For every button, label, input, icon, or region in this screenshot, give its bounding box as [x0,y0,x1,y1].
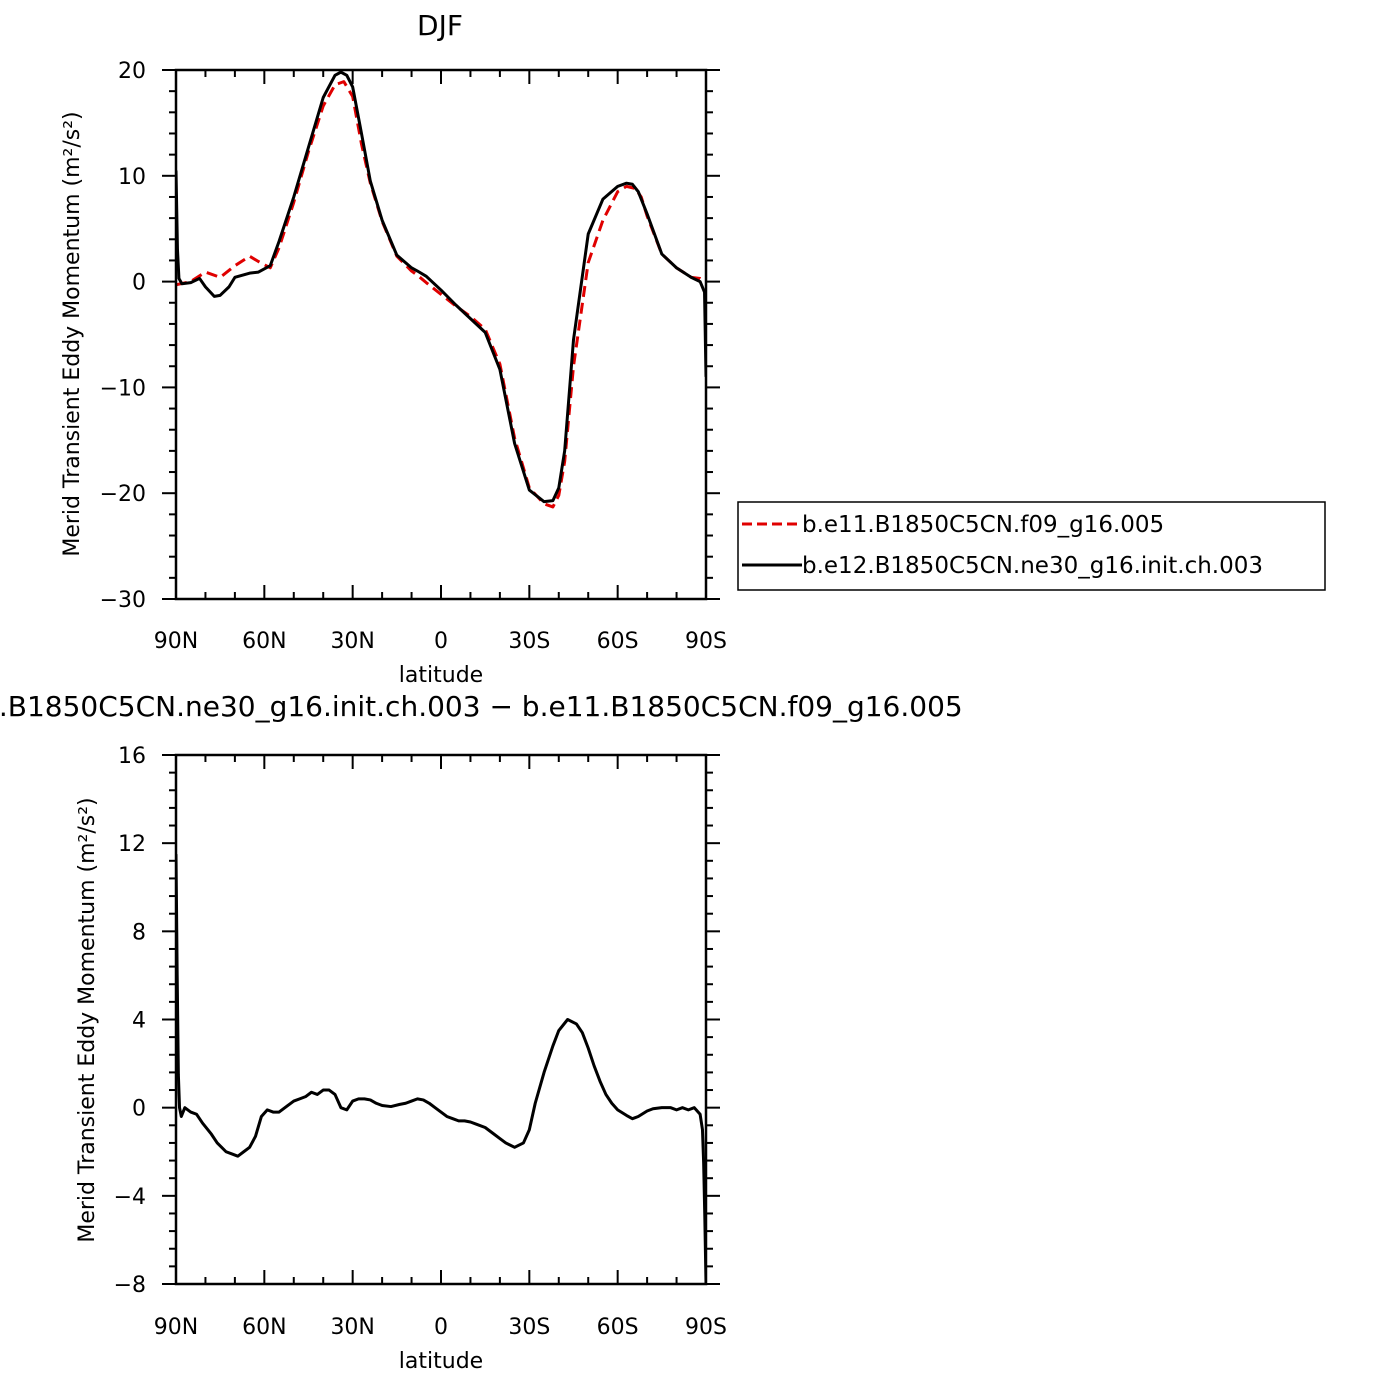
bottom-panel-xlabel: latitude [399,1349,483,1374]
y-tick-label: 10 [118,165,146,190]
x-tick-label: 90N [154,1315,198,1340]
x-tick-label: 30N [330,629,374,654]
x-tick-label: 0 [434,1315,448,1340]
y-tick-label: 0 [132,271,146,296]
x-tick-label: 30S [508,629,550,654]
x-tick-label: 90S [685,1315,727,1340]
y-tick-label: 4 [132,1009,146,1034]
x-tick-label: 60N [242,1315,286,1340]
x-tick-label: 90S [685,629,727,654]
x-tick-label: 30S [508,1315,550,1340]
legend-label-series-1: b.e11.B1850C5CN.f09_g16.005 [802,512,1164,538]
bottom-panel: b.e12.B1850C5CN.ne30_g16.init.ch.003 − b… [0,690,963,1374]
y-tick-label: 16 [118,744,146,769]
x-tick-label: 60S [597,1315,639,1340]
y-tick-label: 12 [118,832,146,857]
top-panel-ylabel: Merid Transient Eddy Momentum (m²/s²) [60,111,85,556]
top-panel: DJF Merid Transient Eddy Momentum (m²/s²… [60,9,727,688]
y-tick-label: 20 [118,59,146,84]
y-tick-label: 0 [132,1097,146,1122]
legend-label-series-2: b.e12.B1850C5CN.ne30_g16.init.ch.003 [802,553,1263,579]
top-panel-title: DJF [417,9,463,42]
bottom-panel-title: b.e12.B1850C5CN.ne30_g16.init.ch.003 − b… [0,690,963,723]
y-tick-label: −20 [100,482,146,507]
bottom-panel-ylabel: Merid Transient Eddy Momentum (m²/s²) [75,797,100,1242]
series-line-1 [176,854,706,1284]
y-tick-label: −10 [100,376,146,401]
series-line-2 [176,70,706,504]
x-tick-label: 0 [434,629,448,654]
legend-box [737,501,1326,591]
y-tick-label: −8 [114,1273,146,1298]
y-tick-label: 8 [132,920,146,945]
y-tick-label: −30 [100,588,146,613]
x-tick-label: 30N [330,1315,374,1340]
x-tick-label: 60S [597,629,639,654]
top-panel-legend: b.e11.B1850C5CN.f09_g16.005 b.e12.B1850C… [737,501,1326,591]
y-tick-label: −4 [114,1185,146,1210]
x-tick-label: 60N [242,629,286,654]
top-panel-xlabel: latitude [399,663,483,688]
x-tick-label: 90N [154,629,198,654]
